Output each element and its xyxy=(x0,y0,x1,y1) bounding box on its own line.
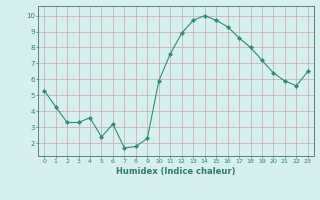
X-axis label: Humidex (Indice chaleur): Humidex (Indice chaleur) xyxy=(116,167,236,176)
